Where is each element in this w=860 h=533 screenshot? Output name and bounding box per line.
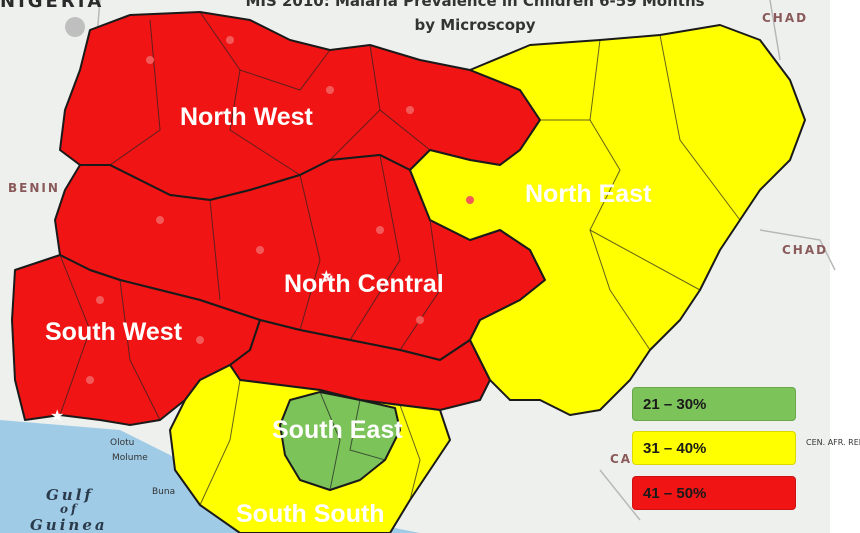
place-molume: Molume [112, 453, 148, 463]
label-south-east: South East [272, 416, 403, 444]
label-south-south: South South [236, 500, 385, 528]
neighbor-chad-top: CHAD [762, 11, 808, 25]
neighbor-cameroon: CA [610, 452, 632, 466]
gulf-of-guinea-water [0, 420, 420, 533]
sea-label-gulf: Gulf [46, 486, 94, 504]
right-panel-edge [830, 0, 860, 533]
abuja-star-icon: ★ [320, 268, 333, 284]
town-markers [86, 36, 474, 384]
place-buna: Buna [152, 487, 175, 497]
sea-label-of: of [60, 502, 79, 516]
neighbor-car: CEN. AFR. REP. [806, 438, 860, 447]
label-north-east: North East [525, 180, 652, 208]
label-south-west: South West [45, 318, 183, 346]
label-north-west: North West [180, 103, 314, 131]
label-north-central: North Central [284, 270, 444, 298]
neighbor-benin: BENIN [8, 181, 60, 195]
state-borders [59, 11, 741, 506]
map-title-line1: MIS 2010: Malaria Prevalence in Children… [245, 0, 704, 10]
map-title-line2: by Microscopy [414, 16, 535, 34]
info-icon[interactable] [65, 17, 85, 37]
lagos-star-icon: ★ [50, 406, 64, 425]
country-label: NIGERIA [0, 0, 104, 12]
sea-label-guinea: Guinea [30, 516, 108, 533]
neighbor-chad-right: CHAD [782, 243, 828, 257]
place-olotu: Olotu [110, 438, 134, 448]
